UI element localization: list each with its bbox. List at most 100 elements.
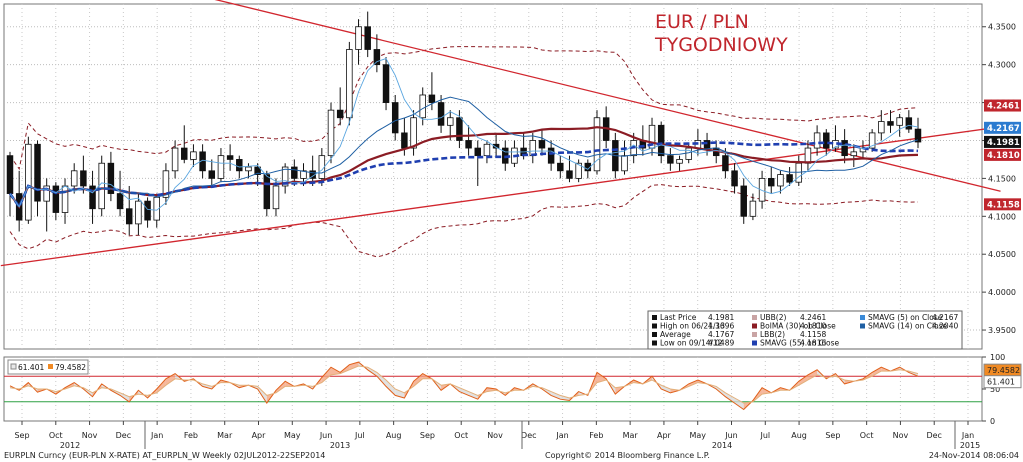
- x-tick-label: Jan: [150, 431, 163, 440]
- price-tag: 4.1810: [984, 148, 1021, 161]
- x-tick-label: Oct: [454, 431, 468, 440]
- candle: [6, 151, 14, 217]
- candle-body: [355, 26, 362, 50]
- osc-tag-box: [983, 375, 1022, 389]
- candle: [749, 193, 757, 221]
- footer-center: Copyright© 2014 Bloomberg Finance L.P.: [545, 451, 710, 460]
- candle: [896, 113, 903, 137]
- candle-body: [263, 174, 271, 210]
- osc-tag-label: 79.4582: [987, 366, 1020, 375]
- candle-body: [419, 94, 426, 119]
- x-year-label: 2015: [960, 441, 980, 450]
- candle-body: [896, 117, 903, 126]
- osc-shade: [386, 380, 396, 396]
- candle-body: [116, 193, 124, 210]
- candle-body: [667, 155, 674, 164]
- legend-value: 4.3696: [708, 322, 734, 331]
- osc-shade: [321, 367, 332, 383]
- candle-body: [107, 162, 115, 194]
- x-tick-label: May: [689, 431, 706, 440]
- candle-body: [823, 132, 830, 149]
- candle-body: [813, 132, 821, 149]
- x-tick-label: Nov: [82, 431, 98, 440]
- candle: [547, 140, 555, 171]
- legend-swatch: [652, 323, 657, 329]
- candle-body: [685, 147, 692, 160]
- smavg-55-line: [8, 141, 919, 210]
- candle-body: [878, 121, 885, 134]
- candle-body: [465, 140, 472, 149]
- x-tick-label: Aug: [791, 431, 807, 440]
- x-tick-label: Sep: [825, 431, 840, 440]
- legend-box: [647, 310, 963, 350]
- legend-label: Last Price: [660, 313, 697, 322]
- osc-shade: [716, 386, 726, 397]
- legend-value: 4.1981: [708, 313, 734, 322]
- osc-y-tick-label: 50: [990, 385, 1000, 394]
- price-tag: 4.1981: [984, 135, 1021, 148]
- candle: [144, 197, 151, 228]
- candle: [813, 125, 821, 156]
- osc-legend-swatch: [10, 363, 17, 370]
- chart-title: EUR / PLN: [655, 11, 749, 33]
- x-tick-label: May: [284, 431, 301, 440]
- legend-label: BolMA (30) on Close: [760, 322, 836, 331]
- price-tag-box: [984, 121, 1021, 134]
- price-panel-frame: [3, 3, 983, 350]
- candle-body: [327, 109, 335, 157]
- candle-body: [401, 132, 408, 149]
- candle-body: [428, 94, 436, 103]
- candle: [364, 11, 371, 58]
- candle-body: [217, 155, 225, 179]
- candle-body: [575, 162, 582, 179]
- x-tick-label: Jul: [759, 431, 770, 440]
- candle: [914, 117, 922, 149]
- candle-body: [749, 200, 757, 217]
- candle: [43, 178, 50, 232]
- candle: [557, 155, 564, 179]
- y-tick-label: 4.0000: [988, 288, 1016, 297]
- candle-body: [144, 200, 151, 221]
- legend-label: High on 06/21/13: [660, 322, 725, 331]
- candle: [878, 110, 885, 141]
- candle-body: [254, 166, 261, 176]
- price-tag-box: [984, 148, 1021, 161]
- candle-body: [795, 162, 803, 183]
- candle: [391, 94, 399, 141]
- legend-swatch: [752, 340, 757, 346]
- x-tick-label: Jan: [961, 431, 974, 440]
- candle-body: [391, 102, 399, 134]
- candle-body: [300, 170, 307, 179]
- price-tag: 4.1158: [984, 198, 1021, 211]
- candle: [190, 144, 197, 168]
- candle-body: [89, 185, 96, 210]
- price-tag-label: 4.1810: [987, 151, 1020, 161]
- osc-shade: [596, 372, 607, 383]
- osc-shade: [120, 392, 130, 402]
- candle-body: [850, 151, 858, 157]
- candle-body: [281, 166, 289, 187]
- candle-body: [758, 177, 766, 202]
- candle-body: [557, 162, 564, 172]
- osc-fast-line: [9, 361, 919, 411]
- candle-body: [181, 147, 188, 160]
- candle: [52, 182, 60, 221]
- x-tick-label: Oct: [49, 431, 63, 440]
- candle-body: [135, 200, 142, 225]
- x-tick-label: Jun: [319, 431, 333, 440]
- x-tick-label: Nov: [893, 431, 909, 440]
- osc-shade: [202, 383, 212, 389]
- candle-body: [483, 143, 491, 157]
- candle: [437, 94, 445, 133]
- candle-body: [171, 147, 179, 172]
- candle-body: [621, 155, 628, 172]
- candle-body: [905, 117, 913, 130]
- candle-body: [731, 170, 738, 187]
- osc-tag: 61.401: [983, 375, 1022, 389]
- osc-shade: [872, 367, 882, 377]
- candle: [740, 178, 747, 224]
- candle: [336, 87, 344, 126]
- candle: [327, 102, 335, 164]
- legend-value: 4.2461: [800, 313, 826, 322]
- osc-shade: [807, 369, 818, 381]
